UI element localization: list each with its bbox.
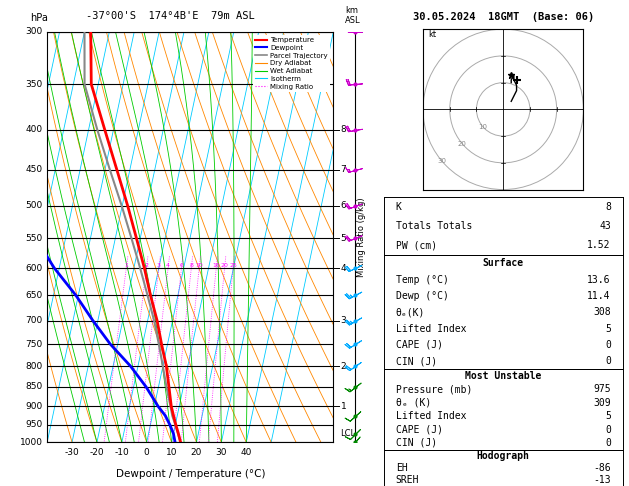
- Text: 5: 5: [340, 234, 347, 243]
- Text: 5: 5: [605, 324, 611, 333]
- Text: -20: -20: [90, 449, 104, 457]
- Text: 11.4: 11.4: [587, 291, 611, 301]
- Text: Surface: Surface: [482, 258, 524, 268]
- Text: 0: 0: [605, 340, 611, 350]
- Text: 0: 0: [605, 424, 611, 434]
- Text: kt: kt: [428, 30, 437, 39]
- Text: 4: 4: [340, 263, 346, 273]
- Text: 750: 750: [26, 340, 43, 348]
- Text: -86: -86: [593, 463, 611, 473]
- Text: 20: 20: [458, 141, 467, 147]
- Text: Totals Totals: Totals Totals: [396, 221, 472, 231]
- Text: Dewp (°C): Dewp (°C): [396, 291, 448, 301]
- Text: 16: 16: [213, 263, 220, 268]
- Text: Hodograph: Hodograph: [477, 451, 530, 461]
- Text: 650: 650: [26, 291, 43, 300]
- Text: CIN (J): CIN (J): [396, 356, 437, 366]
- Text: 25: 25: [229, 263, 237, 268]
- Text: 900: 900: [26, 402, 43, 411]
- Text: -30: -30: [65, 449, 79, 457]
- Text: 400: 400: [26, 125, 43, 134]
- Text: 450: 450: [26, 165, 43, 174]
- Text: 950: 950: [26, 420, 43, 429]
- Text: 30.05.2024  18GMT  (Base: 06): 30.05.2024 18GMT (Base: 06): [413, 12, 594, 22]
- Text: CAPE (J): CAPE (J): [396, 340, 443, 350]
- Text: 30: 30: [437, 158, 446, 164]
- Text: 8: 8: [340, 125, 347, 134]
- Text: 3: 3: [340, 316, 347, 325]
- Text: 700: 700: [26, 316, 43, 325]
- Text: 2: 2: [340, 362, 346, 371]
- Text: 20: 20: [221, 263, 228, 268]
- Text: 550: 550: [26, 234, 43, 243]
- Text: 2: 2: [145, 263, 148, 268]
- Text: Temp (°C): Temp (°C): [396, 275, 448, 285]
- Text: 800: 800: [26, 362, 43, 371]
- Text: -13: -13: [593, 475, 611, 485]
- Text: 0: 0: [605, 438, 611, 448]
- Text: 8: 8: [189, 263, 193, 268]
- Text: CIN (J): CIN (J): [396, 438, 437, 448]
- Text: θₑ(K): θₑ(K): [396, 307, 425, 317]
- Text: 600: 600: [26, 263, 43, 273]
- Text: Lifted Index: Lifted Index: [396, 324, 466, 333]
- Text: 5: 5: [605, 411, 611, 421]
- Text: LCL: LCL: [340, 429, 355, 438]
- Text: 300: 300: [26, 27, 43, 36]
- Text: 0: 0: [144, 449, 150, 457]
- Text: 40: 40: [240, 449, 252, 457]
- Text: 350: 350: [26, 80, 43, 88]
- Text: CAPE (J): CAPE (J): [396, 424, 443, 434]
- Text: 20: 20: [191, 449, 202, 457]
- Text: 500: 500: [26, 201, 43, 210]
- Text: 8: 8: [605, 202, 611, 211]
- Text: Mixing Ratio (g/kg): Mixing Ratio (g/kg): [357, 197, 367, 277]
- Text: Dewpoint / Temperature (°C): Dewpoint / Temperature (°C): [116, 469, 265, 479]
- Text: 10: 10: [166, 449, 177, 457]
- Text: Lifted Index: Lifted Index: [396, 411, 466, 421]
- Text: 1: 1: [340, 402, 347, 411]
- Text: 1: 1: [125, 263, 128, 268]
- Text: 3: 3: [157, 263, 161, 268]
- Text: 10: 10: [195, 263, 203, 268]
- Text: 6: 6: [340, 201, 347, 210]
- Text: 309: 309: [593, 398, 611, 408]
- Text: PW (cm): PW (cm): [396, 241, 437, 250]
- Text: hPa: hPa: [30, 14, 48, 23]
- Text: 1.52: 1.52: [587, 241, 611, 250]
- Text: 0: 0: [605, 356, 611, 366]
- Legend: Temperature, Dewpoint, Parcel Trajectory, Dry Adiabat, Wet Adiabat, Isotherm, Mi: Temperature, Dewpoint, Parcel Trajectory…: [253, 35, 330, 92]
- Text: 10: 10: [478, 123, 487, 130]
- Text: Most Unstable: Most Unstable: [465, 371, 542, 381]
- Text: 850: 850: [26, 382, 43, 391]
- Text: km
ASL: km ASL: [345, 6, 360, 25]
- Text: 4: 4: [166, 263, 170, 268]
- Text: 7: 7: [340, 165, 347, 174]
- Text: 43: 43: [599, 221, 611, 231]
- Text: Pressure (mb): Pressure (mb): [396, 384, 472, 395]
- Text: K: K: [396, 202, 401, 211]
- Text: SREH: SREH: [396, 475, 419, 485]
- Text: 975: 975: [593, 384, 611, 395]
- Text: 1000: 1000: [20, 438, 43, 447]
- Text: 6: 6: [179, 263, 184, 268]
- Text: 308: 308: [593, 307, 611, 317]
- Text: θₑ (K): θₑ (K): [396, 398, 431, 408]
- Text: -10: -10: [114, 449, 129, 457]
- Text: 13.6: 13.6: [587, 275, 611, 285]
- Text: 30: 30: [216, 449, 227, 457]
- Text: -37°00'S  174°4B'E  79m ASL: -37°00'S 174°4B'E 79m ASL: [86, 11, 255, 21]
- Text: EH: EH: [396, 463, 408, 473]
